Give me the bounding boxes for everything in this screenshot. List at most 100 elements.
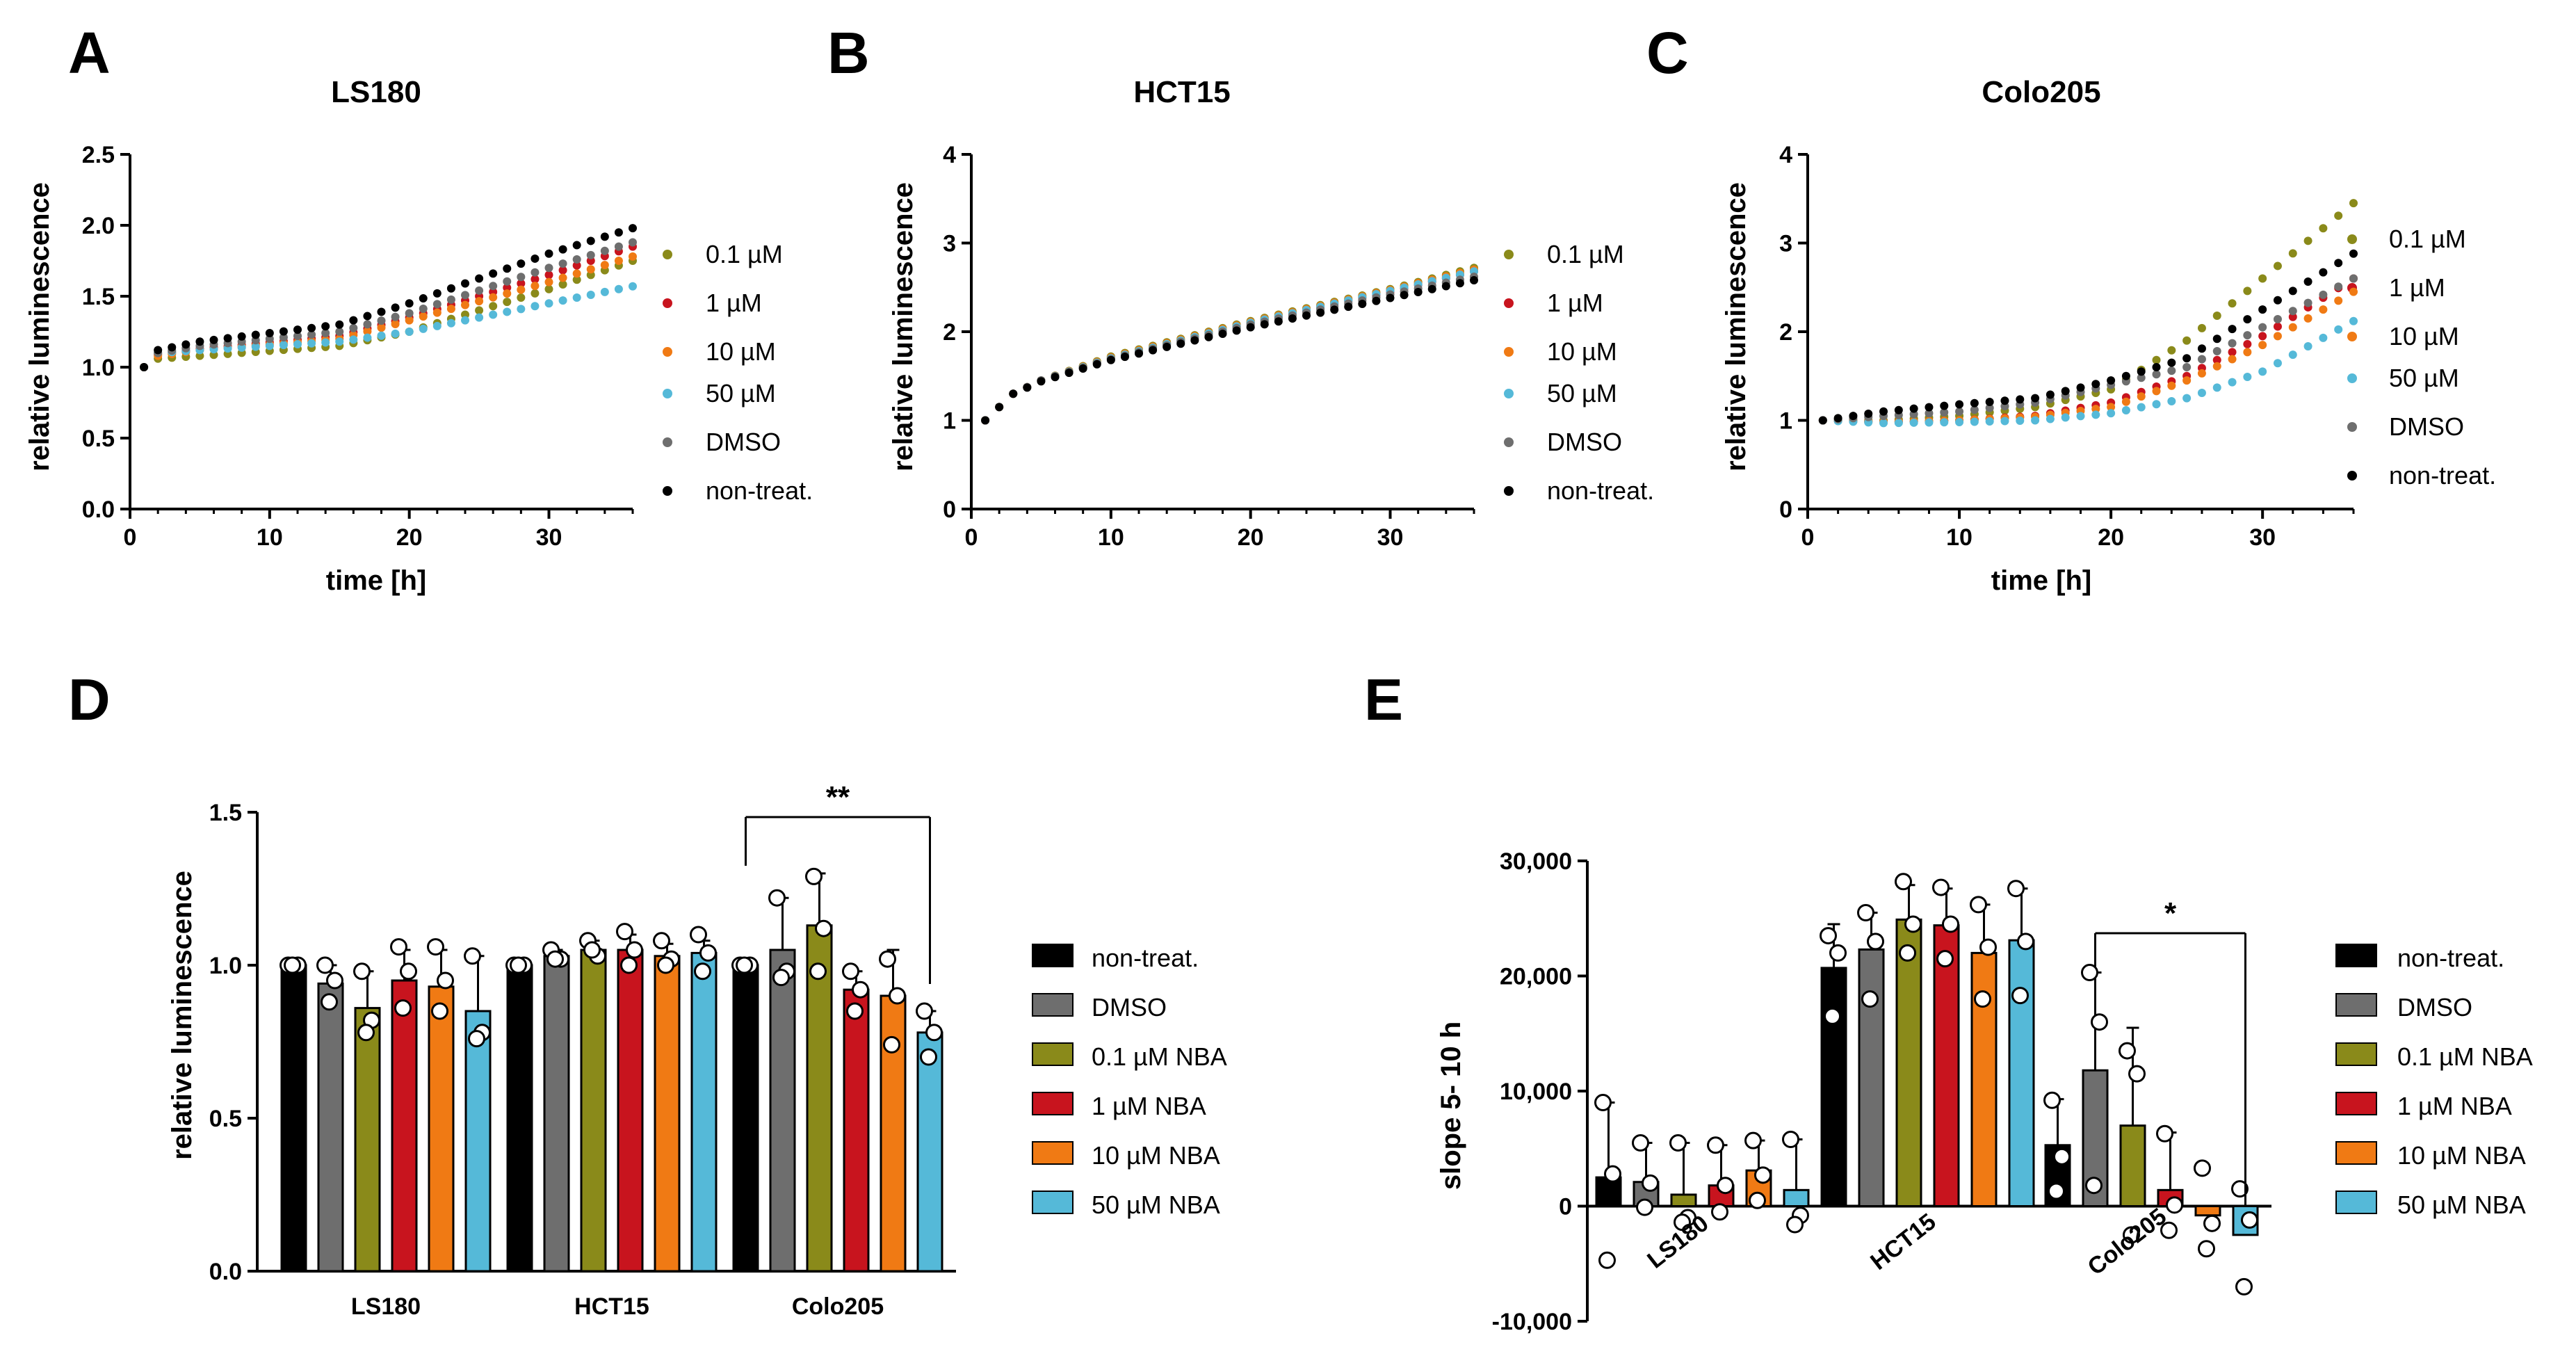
ylabel-b: relative luminescence <box>888 182 918 471</box>
data-point <box>544 284 553 293</box>
replicate-point <box>1942 915 1959 933</box>
legend-label: 1 µM <box>1547 289 1603 317</box>
y-tick-label: 30,000 <box>1500 848 1572 875</box>
data-point <box>2303 314 2312 323</box>
data-point <box>2258 274 2267 283</box>
title-hct15: HCT15 <box>1133 75 1230 109</box>
legend-label: 1 µM NBA <box>1092 1092 1206 1120</box>
replicate-point <box>809 962 827 980</box>
replicate-point <box>427 938 444 956</box>
replicate-point <box>2011 987 2029 1005</box>
data-point <box>349 323 358 332</box>
data-point <box>446 318 455 328</box>
x-tick-label: 0 <box>124 524 137 551</box>
data-point <box>2107 376 2116 385</box>
replicate-point <box>620 956 638 974</box>
panel-letter-d: D <box>68 667 111 732</box>
data-point <box>1135 349 1143 358</box>
data-point <box>2228 325 2237 334</box>
title-ls180: LS180 <box>331 75 421 109</box>
replicate-point <box>1598 1251 1616 1269</box>
data-point <box>572 275 581 284</box>
data-point <box>2031 416 2040 425</box>
y-tick-label: 2.5 <box>82 142 115 168</box>
data-point <box>2258 341 2267 350</box>
data-point <box>293 339 302 348</box>
replicate-point <box>1932 878 1950 896</box>
data-point <box>503 289 512 298</box>
x-tick-label: 0 <box>965 524 978 551</box>
data-point <box>1940 418 1949 427</box>
legend-marker <box>2347 234 2357 244</box>
data-point <box>432 300 442 309</box>
data-point <box>1925 409 1934 418</box>
replicate-point <box>916 1002 933 1020</box>
data-point <box>391 312 400 321</box>
legend-swatch <box>1032 1092 1074 1115</box>
ylabel-e: slope 5- 10 h <box>1436 1022 1466 1190</box>
data-point <box>2349 287 2358 296</box>
bar <box>280 964 307 1273</box>
data-point <box>572 261 581 270</box>
data-point <box>2319 305 2328 314</box>
data-point <box>2061 413 2070 422</box>
data-point <box>600 232 609 241</box>
replicate-point <box>815 919 832 937</box>
replicate-point <box>1749 1191 1766 1209</box>
data-point <box>432 321 442 330</box>
x-tick-label: 10 <box>1098 524 1124 551</box>
data-point <box>2288 323 2297 332</box>
data-point <box>2228 299 2237 308</box>
replicate-point <box>583 941 601 959</box>
data-point <box>530 302 540 311</box>
data-point <box>530 289 540 298</box>
data-point <box>405 328 414 336</box>
replicate-point <box>437 971 454 990</box>
data-point <box>489 282 498 291</box>
data-point <box>1400 291 1409 300</box>
y-tick-label: 1 <box>943 408 956 435</box>
data-point <box>1985 397 1994 406</box>
data-point <box>405 299 414 308</box>
data-point <box>2258 323 2267 332</box>
legend-label: 50 µM <box>706 379 776 407</box>
y-tick-label: -10,000 <box>1492 1309 1572 1335</box>
data-point <box>517 293 526 302</box>
data-point <box>517 305 526 314</box>
replicate-point <box>1786 1216 1804 1234</box>
legend-marker <box>2347 422 2357 432</box>
data-point <box>475 306 484 315</box>
legend-marker <box>663 347 672 357</box>
legend-marker <box>2347 373 2357 383</box>
ylabel-d: relative luminescence <box>167 871 197 1160</box>
data-point <box>2137 367 2146 376</box>
data-point <box>391 303 400 312</box>
xlabel-c: time [h] <box>1991 565 2091 596</box>
replicate-point <box>1636 1198 1653 1216</box>
bar <box>690 951 718 1273</box>
data-point <box>2061 387 2070 396</box>
data-point <box>2288 249 2297 258</box>
data-point <box>2228 348 2237 357</box>
bar <box>1933 924 1960 1208</box>
data-point <box>1120 353 1129 362</box>
y-tick-label: 1 <box>1779 408 1792 435</box>
bar <box>1820 967 1847 1208</box>
legend-label: 0.1 µM <box>706 240 783 268</box>
data-point <box>251 330 260 339</box>
data-point <box>419 294 428 303</box>
legend-label: 10 µM NBA <box>2397 1141 2526 1170</box>
data-point <box>1894 405 1903 414</box>
data-point <box>1232 326 1241 335</box>
data-point <box>2243 331 2252 340</box>
title-colo205: Colo205 <box>1982 75 2100 109</box>
y-tick-label: 0 <box>1559 1194 1572 1220</box>
data-point <box>2273 314 2282 323</box>
data-point <box>432 289 442 298</box>
bar <box>428 985 455 1273</box>
data-point <box>600 261 609 270</box>
y-tick-label: 0.5 <box>209 1106 242 1132</box>
replicate-point <box>1861 990 1879 1008</box>
legend-label: 0.1 µM NBA <box>2397 1042 2533 1071</box>
